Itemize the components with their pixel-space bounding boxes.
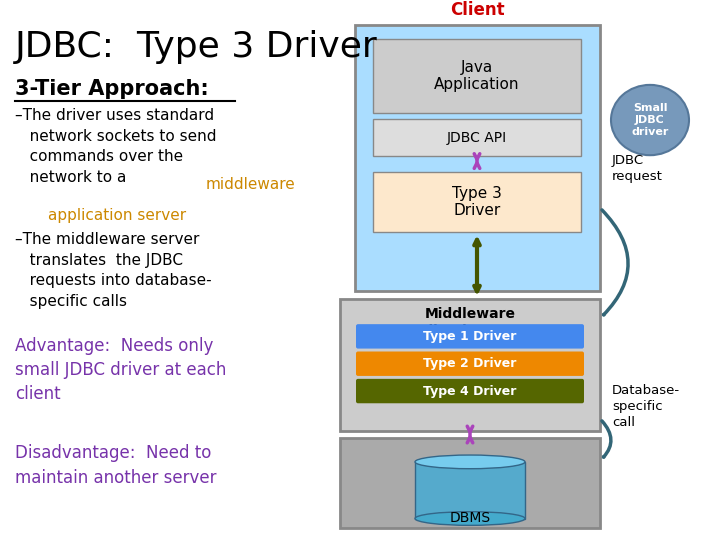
FancyBboxPatch shape [356, 379, 584, 403]
FancyBboxPatch shape [340, 438, 600, 528]
Text: Type 2 Driver: Type 2 Driver [423, 357, 517, 370]
Text: –The middleware server
   translates  the JDBC
   requests into database-
   spe: –The middleware server translates the JD… [15, 232, 212, 308]
FancyBboxPatch shape [356, 324, 584, 349]
Text: JDBC
request: JDBC request [612, 154, 663, 184]
Text: Type 3
Driver: Type 3 Driver [452, 186, 502, 218]
FancyBboxPatch shape [340, 299, 600, 430]
Text: Advantage:  Needs only
small JDBC driver at each
client: Advantage: Needs only small JDBC driver … [15, 337, 226, 403]
Text: Type 4 Driver: Type 4 Driver [423, 384, 517, 397]
Text: Database-
specific
call: Database- specific call [612, 383, 680, 429]
FancyBboxPatch shape [356, 352, 584, 376]
FancyBboxPatch shape [373, 119, 581, 156]
FancyArrowPatch shape [602, 210, 628, 315]
Text: Java
Application: Java Application [434, 60, 520, 92]
FancyBboxPatch shape [355, 25, 600, 291]
Text: JDBC API: JDBC API [447, 131, 507, 145]
Text: Client: Client [450, 2, 505, 19]
FancyBboxPatch shape [415, 462, 525, 518]
Text: Disadvantage:  Need to
maintain another server: Disadvantage: Need to maintain another s… [15, 444, 217, 487]
FancyBboxPatch shape [373, 172, 581, 232]
FancyArrowPatch shape [602, 421, 611, 457]
FancyBboxPatch shape [373, 39, 581, 113]
Ellipse shape [415, 512, 525, 525]
Text: Small
JDBC
driver: Small JDBC driver [631, 104, 669, 137]
Text: –The driver uses standard
   network sockets to send
   commands over the
   net: –The driver uses standard network socket… [15, 109, 217, 185]
Text: 3-Tier Approach:: 3-Tier Approach: [15, 79, 209, 99]
Text: Type 1 Driver: Type 1 Driver [423, 330, 517, 343]
Text: Middleware
Application Server: Middleware Application Server [397, 307, 542, 338]
Text: DBMS: DBMS [449, 511, 490, 525]
Text: JDBC:  Type 3 Driver: JDBC: Type 3 Driver [15, 30, 378, 64]
Text: middleware: middleware [206, 177, 296, 192]
Ellipse shape [611, 85, 689, 155]
Text: application server: application server [48, 208, 186, 223]
Ellipse shape [415, 455, 525, 469]
